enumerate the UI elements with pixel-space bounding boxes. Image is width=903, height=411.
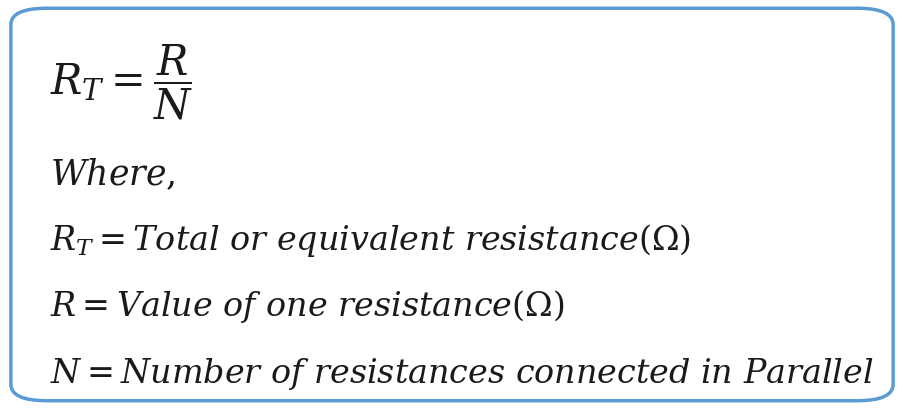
FancyBboxPatch shape: [11, 8, 892, 401]
Text: $\mathit{R}_{T} = \dfrac{\mathit{R}}{\mathit{N}}$: $\mathit{R}_{T} = \dfrac{\mathit{R}}{\ma…: [50, 43, 192, 122]
Text: $\mathit{Where,}$: $\mathit{Where,}$: [50, 157, 175, 192]
Text: $\mathit{N} = \mathit{Number\ of\ resistances\ connected\ in\ Parallel}$: $\mathit{N} = \mathit{Number\ of\ resist…: [50, 356, 872, 392]
Text: $\mathit{R}_{T} = \mathit{Total\ or\ equivalent\ resistance}(\Omega)$: $\mathit{R}_{T} = \mathit{Total\ or\ equ…: [50, 222, 690, 259]
Text: $\mathit{R} = \mathit{Value\ of\ one\ resistance}(\Omega)$: $\mathit{R} = \mathit{Value\ of\ one\ re…: [50, 288, 563, 325]
